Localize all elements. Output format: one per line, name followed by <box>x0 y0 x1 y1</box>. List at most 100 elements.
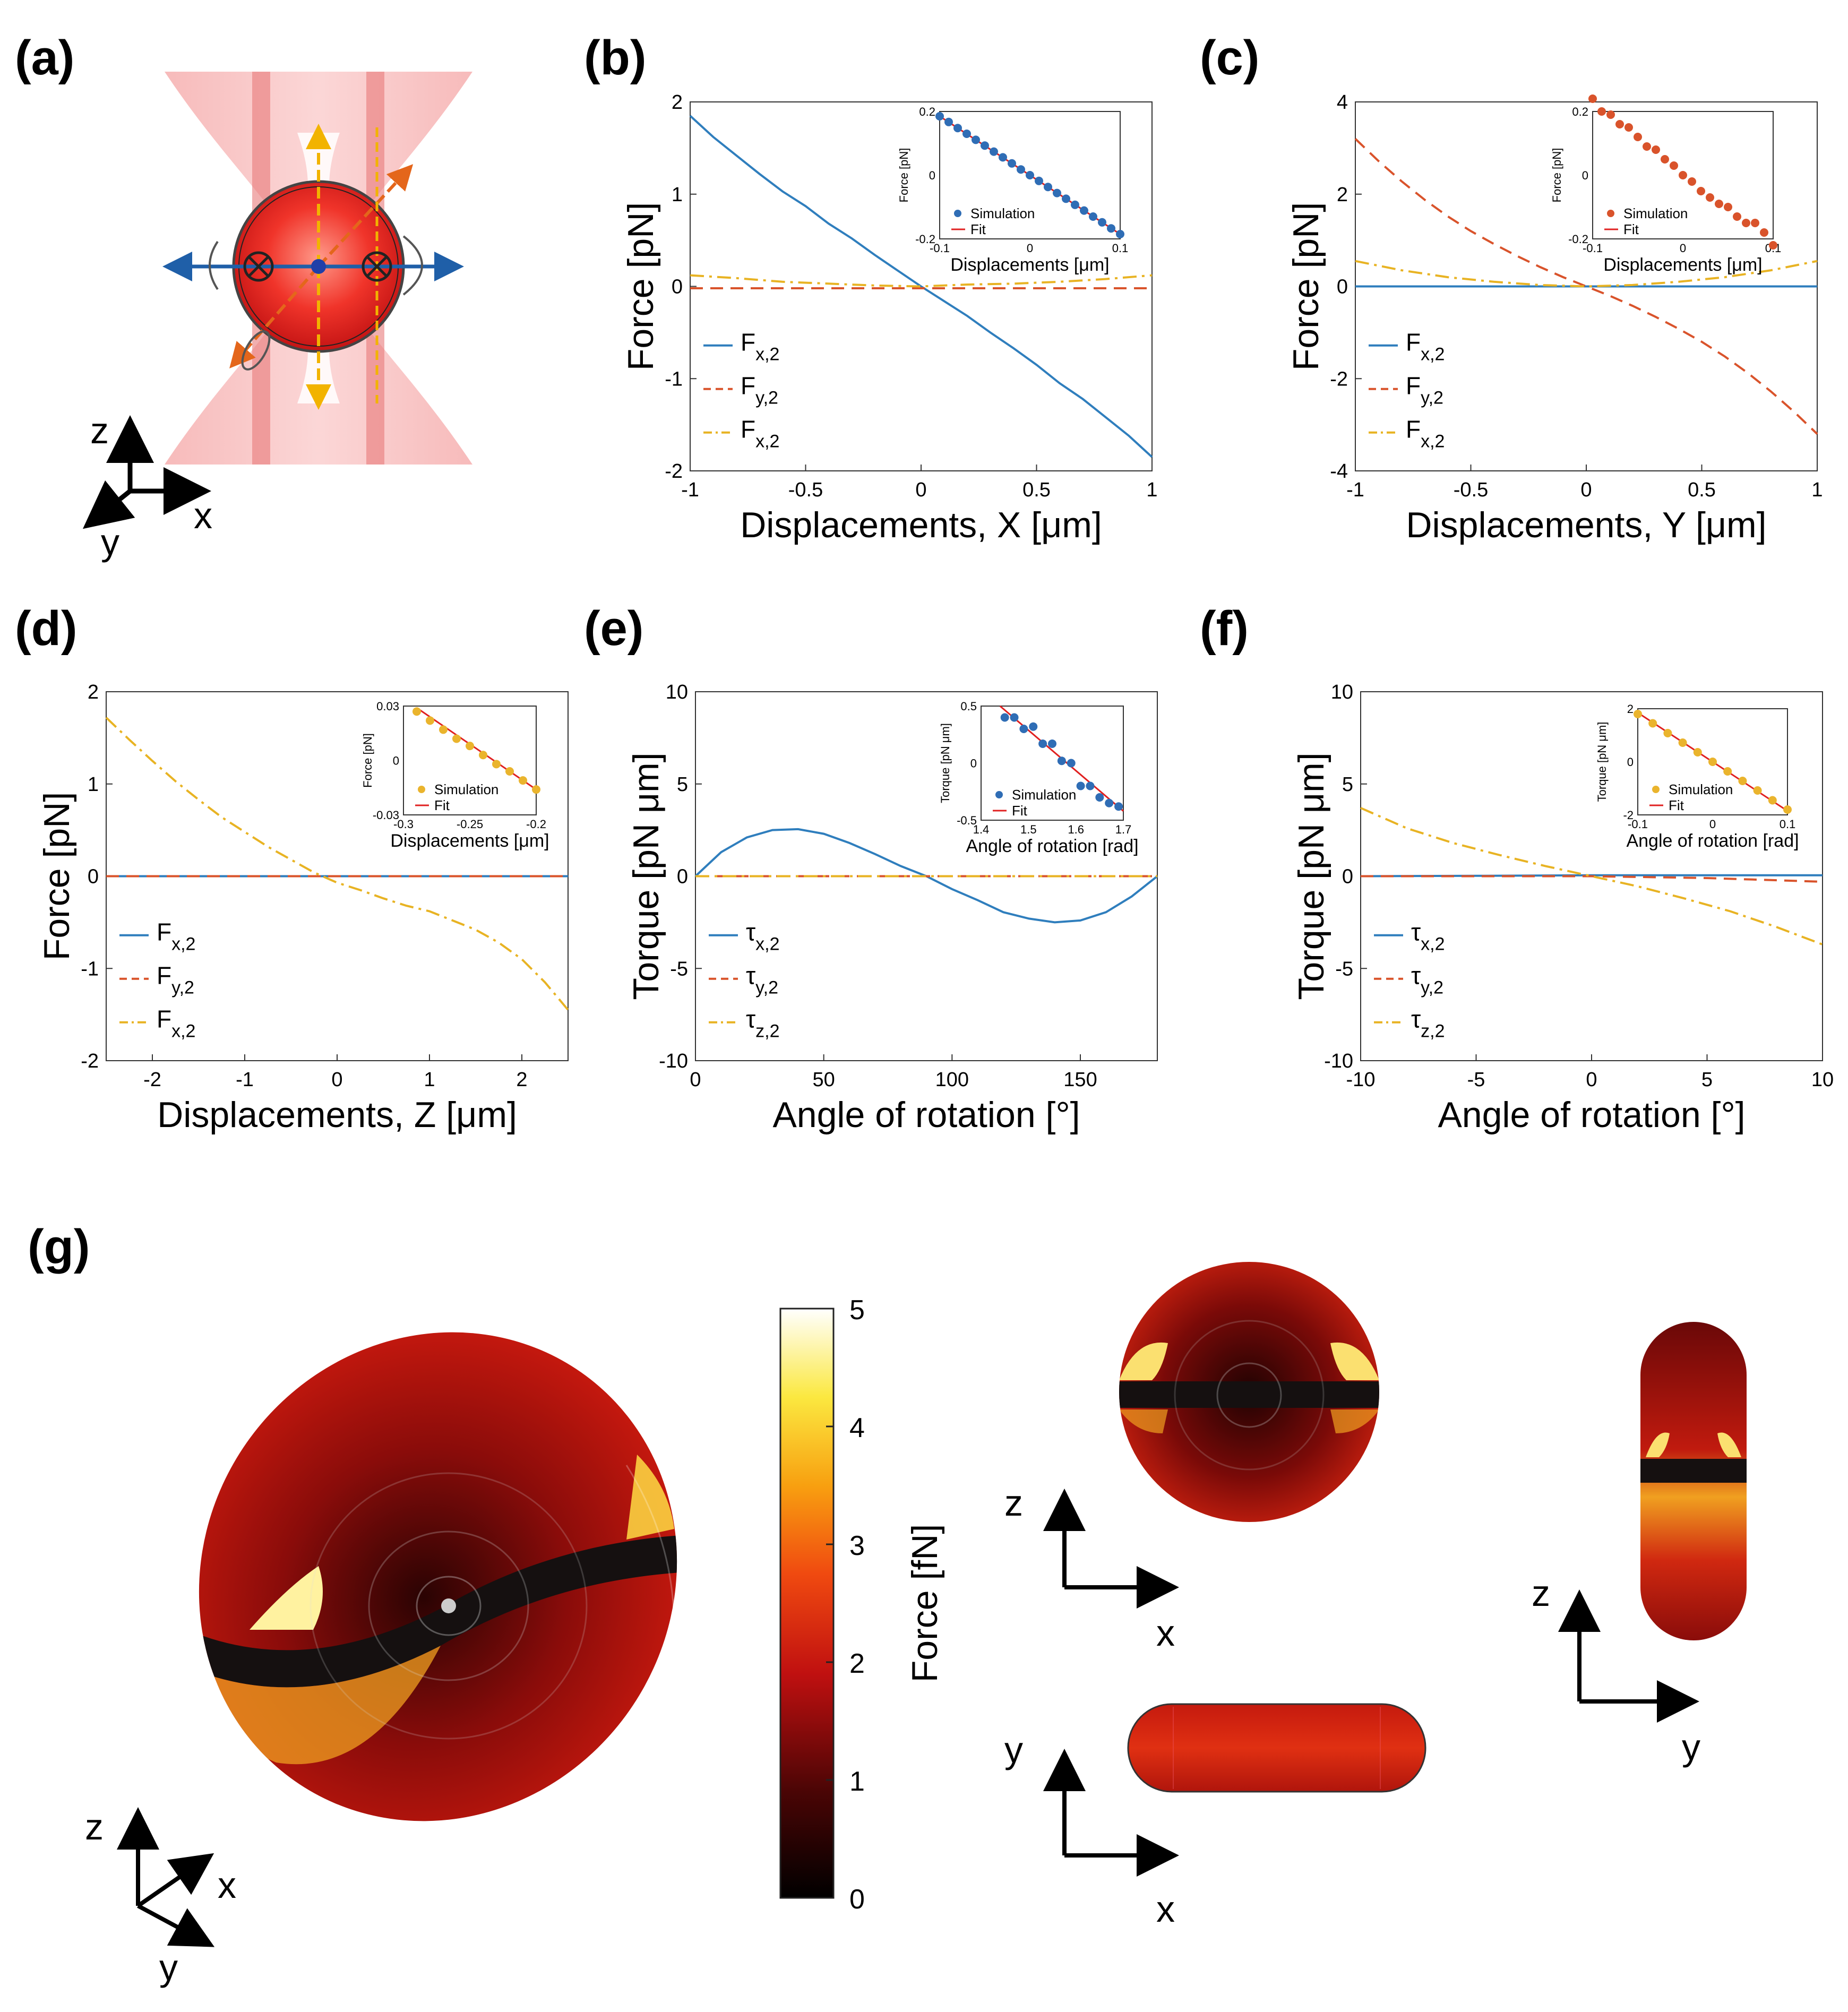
panel-label-d: (d) <box>15 601 77 656</box>
inset-y-label: Force [pN] <box>897 148 910 203</box>
inset-data-point <box>1768 796 1777 805</box>
inset-data-point <box>1080 206 1088 215</box>
inset-data-point <box>944 117 953 126</box>
legend-subscript: x,2 <box>171 1021 195 1042</box>
inset-x-tick-label: 0 <box>1680 242 1686 255</box>
inset-data-point <box>1733 212 1741 221</box>
axis-y-arrow <box>137 1904 215 1947</box>
y-tick-label: -5 <box>670 958 688 980</box>
inset-y-tick-label: 0.2 <box>919 105 935 118</box>
colorbar-tick-label: 4 <box>849 1413 865 1443</box>
inset-data-point <box>1029 722 1038 731</box>
inset-data-point <box>1076 781 1085 790</box>
inset-data-point <box>1597 107 1606 116</box>
inset-data-point <box>1769 241 1777 250</box>
inset-legend-swatch <box>954 210 961 217</box>
series-line <box>1361 875 1823 883</box>
inset-data-point <box>1026 171 1034 179</box>
x-tick-label: 1 <box>1146 479 1157 501</box>
rotation-arrow-icon <box>241 330 271 371</box>
center-dot <box>311 259 326 274</box>
inset-data-point <box>1086 781 1095 790</box>
inset-data-point <box>1615 120 1624 128</box>
x-axis-label: Displacements, Y [μm] <box>1406 505 1766 545</box>
colorbar-tick-label: 2 <box>849 1648 865 1679</box>
inset-data-point <box>981 141 989 150</box>
inset-y-label: Torque [pN μm] <box>939 723 952 803</box>
rotation-arrow-icon <box>209 240 219 290</box>
inset-data-point <box>452 734 461 743</box>
inset-x-tick-label: 1.4 <box>973 823 990 836</box>
inset-data-point <box>466 742 474 751</box>
inset-y-label: Force [pN] <box>1550 148 1563 203</box>
inset-legend-swatch <box>995 791 1003 798</box>
legend-subscript: x,2 <box>755 345 779 365</box>
inset-data-point <box>1723 767 1732 776</box>
x-tick-label: 10 <box>1811 1069 1834 1091</box>
panel-label-c: (c) <box>1200 31 1259 85</box>
inset-legend-label: Fit <box>1012 803 1028 819</box>
inset-data-point <box>1724 203 1732 211</box>
inset-data-point <box>1708 758 1717 766</box>
inset-x-tick-label: -0.1 <box>1583 242 1603 255</box>
inset-data-point <box>1697 187 1705 195</box>
inset-x-tick-label: -0.25 <box>457 818 483 831</box>
series-line <box>690 274 1153 288</box>
inset-y-tick-label: 0.2 <box>1572 105 1588 118</box>
inset-data-point <box>1715 200 1723 208</box>
inset-data-point <box>492 760 501 769</box>
y-tick-label: 2 <box>672 91 683 114</box>
inset-data-point <box>479 751 487 760</box>
x-tick-label: -2 <box>143 1069 161 1091</box>
view-xy-capsule <box>1127 1703 1426 1793</box>
colorbar-tick-label: 5 <box>849 1295 865 1326</box>
inset-legend-label: Fit <box>1623 221 1639 237</box>
inset-data-point <box>1624 123 1633 132</box>
y-tick-label: 1 <box>672 184 683 206</box>
x-tick-label: 1 <box>1811 479 1823 501</box>
x-axis-label: Angle of rotation [°] <box>1438 1095 1745 1135</box>
y-tick-label: -1 <box>665 368 683 390</box>
inset-data-point <box>1107 224 1115 233</box>
inset-legend-label: Simulation <box>970 205 1035 221</box>
colorbar <box>779 1308 835 1899</box>
y-tick-label: -2 <box>81 1050 99 1072</box>
x-tick-label: 50 <box>813 1069 835 1091</box>
inset-data-point <box>1670 161 1678 170</box>
view-xz-details <box>1119 1320 1379 1471</box>
inset-legend-label: Simulation <box>434 781 498 797</box>
inset-x-tick-label: -0.1 <box>930 242 950 255</box>
panel-label-g: (g) <box>28 1220 90 1274</box>
legend-subscript: y,2 <box>755 978 778 998</box>
inset-y-tick-label: -0.5 <box>957 814 977 827</box>
panel-label-a: (a) <box>15 31 74 85</box>
inset-data-point <box>1679 171 1687 179</box>
inset-y-tick-label: 0 <box>1627 755 1634 769</box>
inset-data-point <box>1783 805 1792 814</box>
x-tick-label: 150 <box>1063 1069 1097 1091</box>
inset-y-tick-label: 0.5 <box>960 700 977 713</box>
series-line <box>1354 138 1818 435</box>
y-tick-label: -10 <box>1324 1050 1353 1072</box>
inset-data-point <box>1663 729 1672 737</box>
inset-x-label: Displacements [μm] <box>390 831 549 851</box>
colorbar-ticks: 5 4 3 2 1 0 <box>826 1295 865 1915</box>
inset-x-tick-label: 1.7 <box>1115 823 1132 836</box>
legend-subscript: x,2 <box>1421 934 1445 955</box>
axis-y-arrow <box>82 480 135 529</box>
inset-x-tick-label: -0.2 <box>526 818 546 831</box>
legend-subscript: x,2 <box>755 934 779 955</box>
inset-data-point <box>532 785 540 794</box>
view-yz-highlight <box>1717 1432 1741 1457</box>
inset-data-point <box>1114 802 1123 811</box>
y-tick-label: 0 <box>88 866 99 888</box>
inset-data-point <box>412 707 421 716</box>
inset-data-point <box>1098 218 1106 227</box>
inset-data-point <box>439 725 448 734</box>
inset-y-tick-label: 0.03 <box>376 700 399 713</box>
axis-x-label: x <box>218 1864 236 1906</box>
inset-data-point <box>1751 219 1759 227</box>
axis-x-label: x <box>1156 1888 1175 1930</box>
x-tick-label: 0.5 <box>1688 479 1716 501</box>
x-tick-label: -1 <box>681 479 699 501</box>
